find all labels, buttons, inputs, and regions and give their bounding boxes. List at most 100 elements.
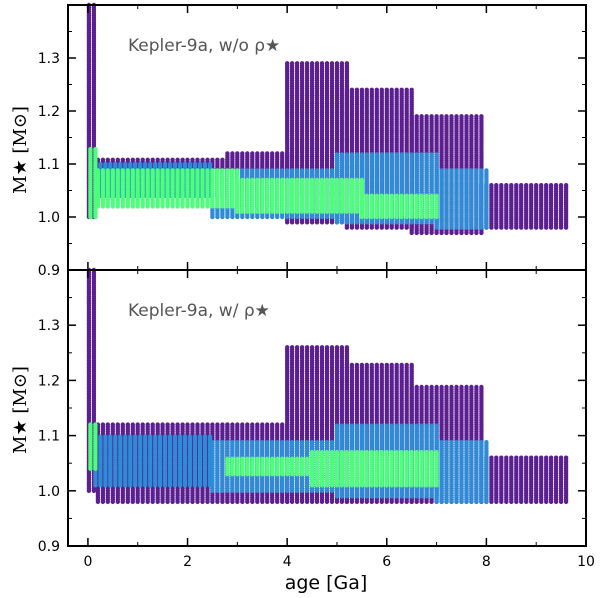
data-point [275, 151, 280, 156]
data-point [130, 157, 135, 162]
data-point [187, 161, 193, 167]
data-point [384, 87, 389, 93]
data-point [125, 157, 130, 162]
data-point [434, 114, 439, 119]
data-point [167, 161, 173, 167]
data-point [207, 161, 213, 167]
data-point [419, 114, 424, 119]
data-point [409, 114, 414, 119]
data-point [160, 157, 165, 162]
data-point [349, 87, 355, 93]
data-point [265, 168, 270, 173]
top-marks [86, 2, 569, 236]
data-point [404, 87, 409, 93]
data-point [285, 61, 290, 66]
data-point [409, 87, 414, 93]
data-point [275, 168, 280, 173]
data-point [563, 183, 569, 188]
data-point [314, 61, 320, 66]
data-point [344, 61, 350, 66]
data-point [324, 61, 330, 66]
data-point [299, 61, 305, 66]
data-point [260, 151, 265, 156]
data-point [449, 114, 454, 119]
data-point [553, 183, 559, 188]
data-point [190, 157, 195, 162]
data-point [165, 157, 170, 162]
data-point [220, 157, 225, 162]
data-point [162, 161, 168, 167]
data-point [489, 183, 494, 188]
data-point [250, 168, 255, 173]
data-point [103, 161, 108, 167]
data-point [245, 151, 250, 156]
data-point [558, 183, 564, 188]
data-point [285, 168, 290, 173]
data-point [289, 61, 295, 66]
data-point [177, 161, 183, 167]
data-point [304, 61, 310, 66]
data-point [389, 87, 394, 93]
data-point [309, 61, 315, 66]
data-point [255, 168, 260, 173]
data-point [414, 114, 419, 119]
data-point [115, 157, 121, 162]
data-point [548, 183, 554, 188]
data-point [192, 161, 198, 167]
data-point [175, 157, 180, 162]
data-point [299, 168, 305, 173]
data-point [524, 183, 529, 188]
region-purple-6 [479, 183, 569, 230]
data-point [260, 168, 265, 173]
data-point [344, 87, 350, 93]
data-point [469, 114, 474, 119]
data-point [98, 161, 103, 167]
data-point [110, 157, 116, 162]
data-point [240, 151, 245, 156]
data-point [100, 157, 106, 162]
data-point [270, 151, 275, 156]
data-point [514, 183, 519, 188]
data-point [294, 168, 300, 173]
data-point [354, 87, 360, 93]
data-point [394, 87, 399, 93]
data-point [155, 157, 160, 162]
panel-top: 0.91.01.11.21.3 Kepler-9a, w/o ρ★ M★ [M⊙… [10, 2, 587, 279]
data-point [464, 114, 469, 119]
data-point [205, 157, 210, 162]
data-point [202, 161, 208, 167]
data-point [424, 114, 429, 119]
data-point [255, 151, 260, 156]
data-point [180, 157, 185, 162]
data-point [197, 161, 203, 167]
data-point [519, 183, 524, 188]
data-point [429, 114, 434, 119]
data-point [319, 61, 325, 66]
data-point [454, 114, 459, 119]
data-point [494, 183, 499, 188]
data-point [289, 168, 295, 173]
data-point [534, 183, 539, 188]
data-point [135, 157, 140, 162]
data-point [369, 87, 374, 93]
data-point [105, 157, 111, 162]
data-point [138, 161, 143, 167]
data-point [133, 161, 138, 167]
data-point [128, 161, 133, 167]
data-point [215, 157, 220, 162]
data-point [479, 114, 484, 119]
data-point [120, 157, 126, 162]
data-point [529, 183, 534, 188]
data-point [280, 151, 285, 156]
data-point [329, 61, 335, 66]
data-point [499, 183, 504, 188]
data-point [539, 183, 544, 188]
data-point [185, 157, 190, 162]
data-point [113, 161, 118, 167]
data-point [504, 183, 509, 188]
data-point [339, 61, 345, 66]
data-point [153, 161, 158, 167]
data-point [374, 87, 379, 93]
data-point [280, 168, 285, 173]
